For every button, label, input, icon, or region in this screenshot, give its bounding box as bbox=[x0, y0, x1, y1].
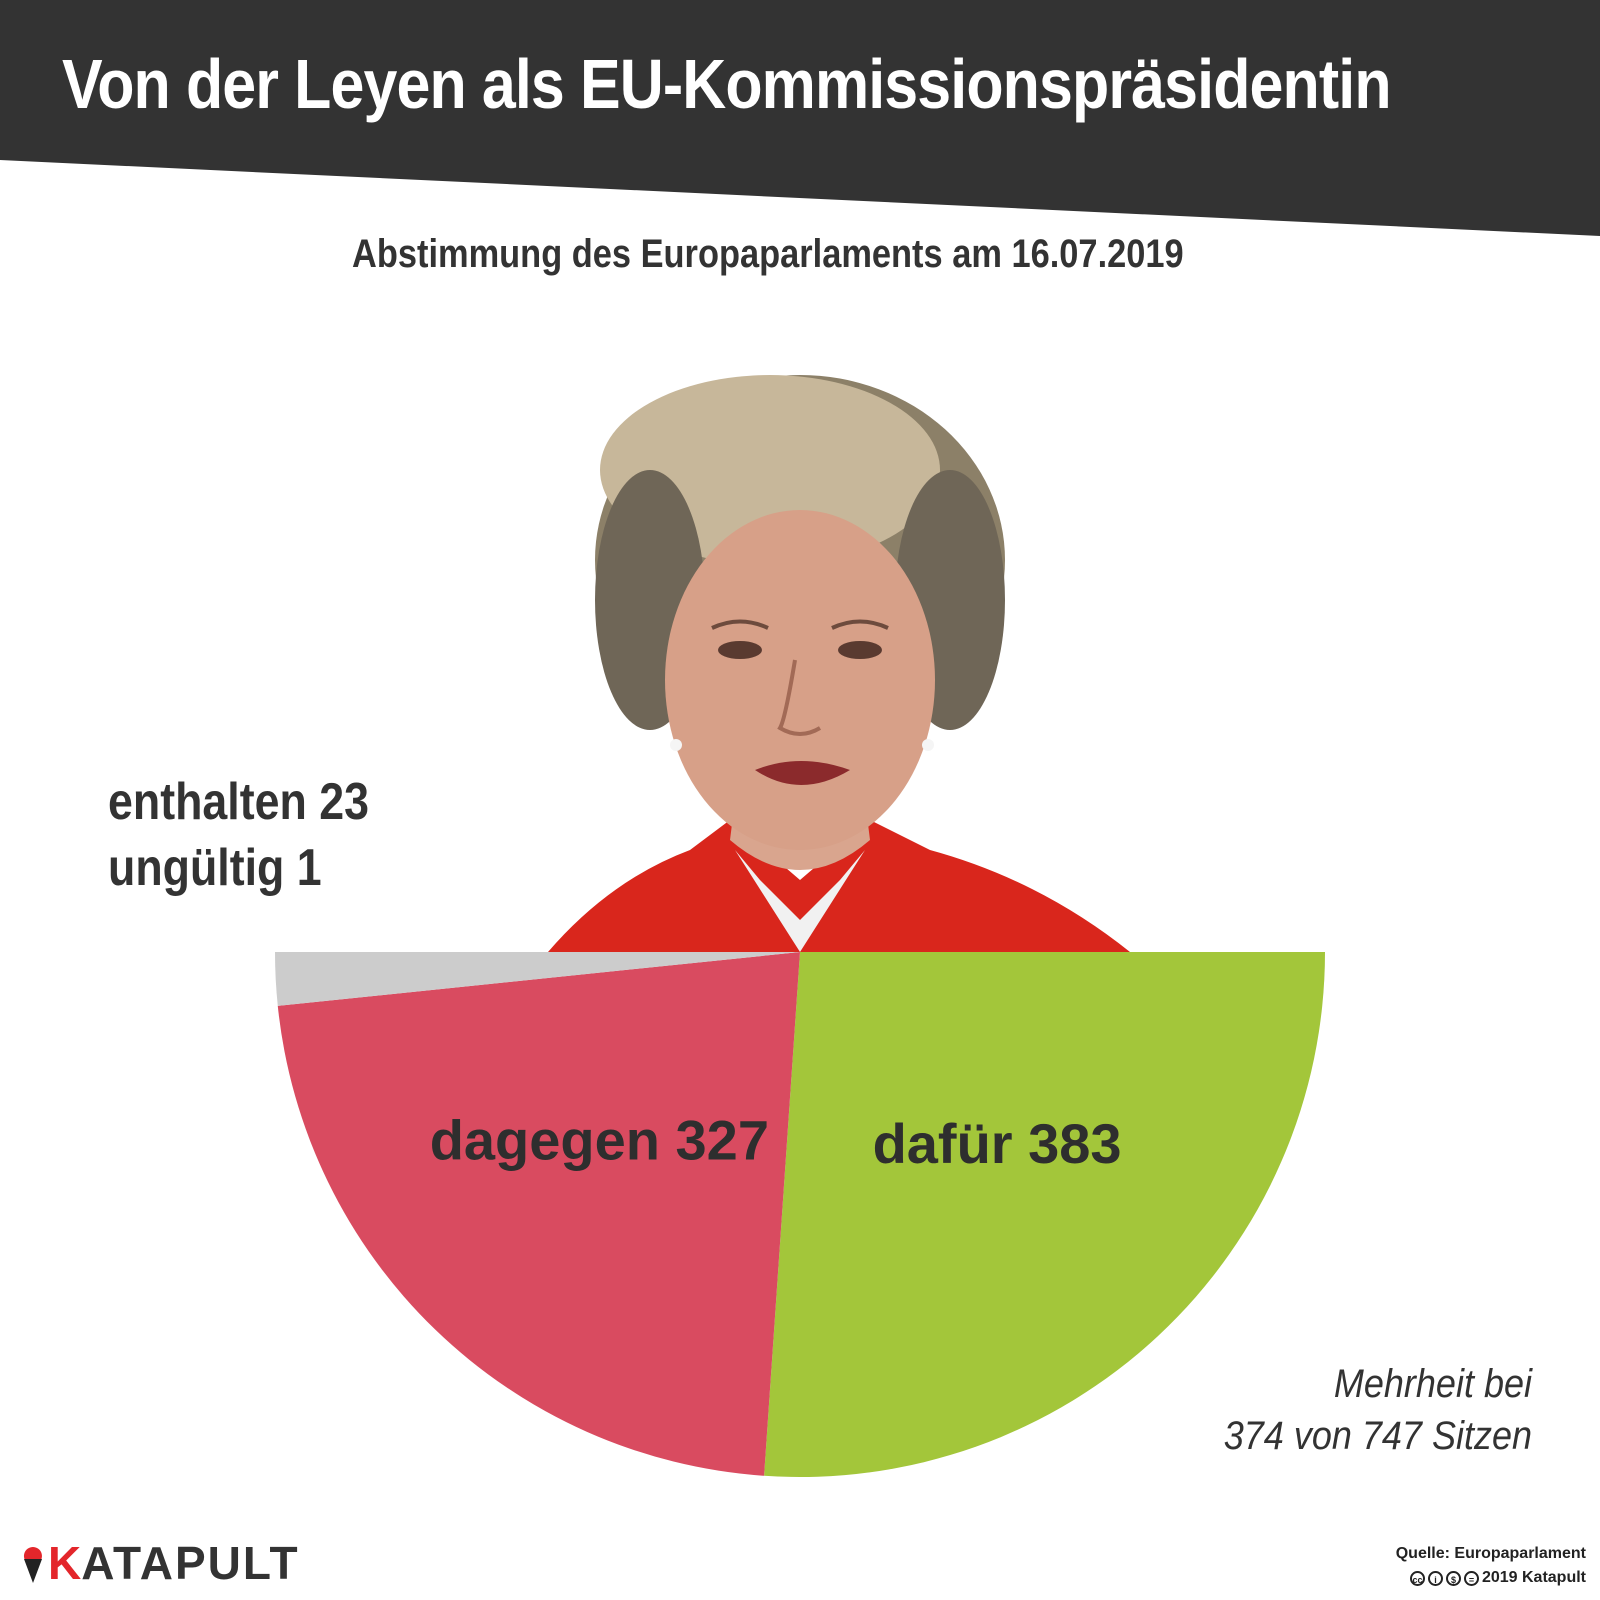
slice-enthalten-ung-ltig bbox=[275, 952, 800, 1006]
slice-label-daf-r: dafür 383 bbox=[873, 1112, 1122, 1175]
majority-note: Mehrheit bei 374 von 747 Sitzen bbox=[1154, 1358, 1532, 1462]
chart-subtitle: Abstimmung des Europaparlaments am 16.07… bbox=[352, 232, 1184, 276]
source-text: Quelle: Europaparlament bbox=[1395, 1545, 1586, 1562]
abstained-label: enthalten 23 bbox=[108, 773, 369, 831]
slice-label-dagegen: dagegen 327 bbox=[430, 1109, 769, 1172]
source-block: Quelle: Europaparlament cc i $ = 2019 Ka… bbox=[1396, 1542, 1586, 1590]
katapult-icon bbox=[23, 1547, 42, 1583]
majority-note-line1: Mehrheit bei bbox=[1333, 1362, 1532, 1406]
brand-initial: K bbox=[48, 1537, 82, 1589]
copyright-text: 2019 Katapult bbox=[1481, 1569, 1586, 1586]
invalid-label: ungültig 1 bbox=[108, 839, 322, 897]
slice-daf-r bbox=[764, 952, 1325, 1477]
nc-icon: $ bbox=[1445, 1570, 1461, 1586]
brand-name: ATAPULT bbox=[81, 1537, 300, 1589]
majority-note-line2: 374 von 747 Sitzen bbox=[1223, 1414, 1532, 1458]
katapult-logo: K ATAPULT bbox=[18, 1537, 300, 1589]
nd-icon: = bbox=[1463, 1570, 1479, 1586]
slice-dagegen bbox=[277, 952, 800, 1476]
cc-icon: cc bbox=[1409, 1570, 1425, 1586]
license-row: cc i $ = 2019 Katapult bbox=[1396, 1566, 1586, 1590]
page-title: Von der Leyen als EU-Kommissionspräsiden… bbox=[62, 45, 1392, 123]
by-icon: i bbox=[1427, 1570, 1443, 1586]
title-banner bbox=[0, 0, 1600, 236]
